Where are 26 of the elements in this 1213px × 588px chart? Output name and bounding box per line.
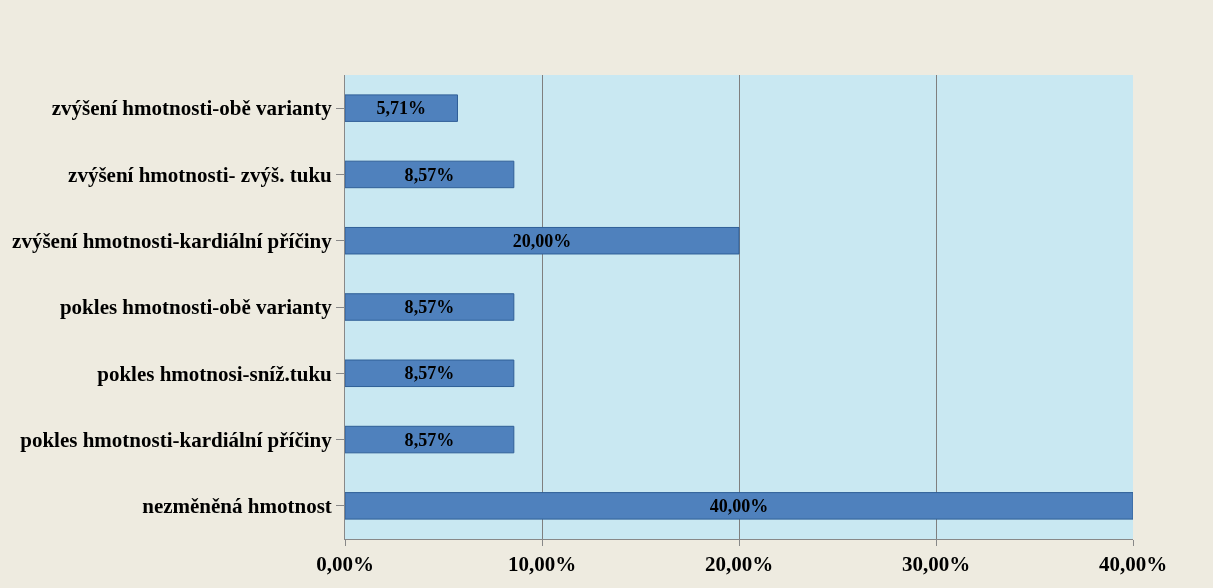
bar — [345, 293, 515, 321]
bar — [345, 94, 458, 122]
y-tick-label: pokles hmotnosti-obě varianty — [59, 295, 333, 320]
y-tick-label: zvýšení hmotnosti-obě varianty — [51, 96, 333, 121]
data-label: 40,00% — [709, 496, 769, 517]
data-label: 5,71% — [376, 98, 427, 119]
data-label: 8,57% — [404, 297, 455, 318]
x-tick-label: 10,00% — [507, 552, 577, 577]
data-label: 8,57% — [404, 363, 455, 384]
y-tick-label: zvýšení hmotnosti-kardiální příčiny — [12, 229, 333, 254]
data-label: 8,57% — [404, 429, 455, 450]
y-tick-label: pokles hmotnosi-sníž.tuku — [97, 361, 333, 386]
bar — [345, 492, 1133, 520]
bar — [345, 359, 515, 388]
y-tick-label: nezměněná hmotnost — [142, 494, 332, 519]
x-tick-label: 0,00% — [316, 552, 374, 577]
x-tick-label: 20,00% — [704, 552, 774, 577]
data-label: 20,00% — [512, 230, 572, 251]
x-tick-label: 30,00% — [901, 552, 971, 577]
y-tick-label: pokles hmotnosti-kardiální příčiny — [20, 427, 333, 452]
bar — [345, 425, 515, 454]
bar — [345, 226, 740, 255]
data-label: 8,57% — [404, 164, 455, 185]
bar — [345, 160, 515, 189]
y-tick-label: zvýšení hmotnosti- zvýš. tuku — [68, 162, 333, 187]
x-tick-label: 40,00% — [1098, 552, 1168, 577]
